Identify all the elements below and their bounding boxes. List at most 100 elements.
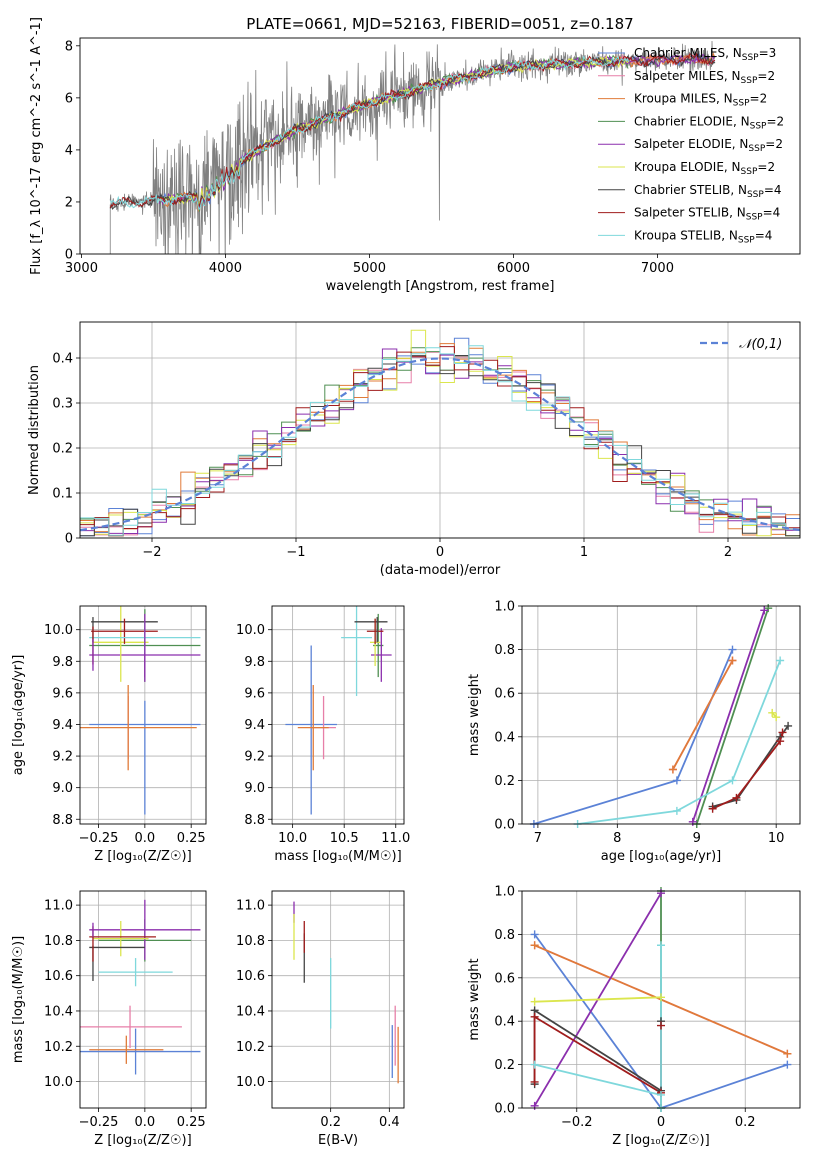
legend-count: =3 [759, 46, 777, 60]
x-tick-label: 0.0 [135, 1115, 156, 1130]
y-axis-label: age [log₁₀(age/yr)] [11, 655, 26, 776]
panel-mass-weight-vs-Z: −0.2 0 0.2 0.0 0.2 0.4 0.6 0.8 1.0 Z [log₁₀(Z/Z☉)… [467, 885, 801, 1148]
x-axis-label: mass [log₁₀(M/M☉)] [274, 849, 401, 864]
weight-marker [530, 997, 539, 1006]
x-tick-label: 0.2 [320, 1115, 341, 1130]
panel-mass-vs-EBV: 0.2 0.4 10.0 10.2 10.4 10.6 10.8 11.0 E(B-V) [236, 890, 405, 1148]
weight-marker [657, 889, 665, 898]
x-tick-label: 11.0 [381, 831, 410, 846]
weight-marker [778, 728, 787, 737]
weight-marker [672, 776, 681, 785]
legend-label: Salpeter MILES, NSSP=2 [634, 69, 775, 86]
x-axis-label: wavelength [Angstrom, rest frame] [326, 279, 555, 294]
panel-residuals: −2 −1 0 1 2 0 0.1 0.2 0.3 0.4 (data-model)/error No… [27, 321, 801, 578]
y-tick-label: 0.6 [494, 687, 515, 702]
y-tick-label: 8 [65, 39, 73, 54]
y-tick-label: 10.4 [44, 1004, 73, 1019]
y-tick-label: 0 [65, 248, 73, 263]
x-tick-label: 0.4 [379, 1115, 400, 1130]
weight-line [534, 945, 662, 1108]
y-tick-label: 10.2 [44, 1040, 73, 1055]
weight-marker [760, 606, 769, 615]
weight-marker [783, 1060, 792, 1069]
weight-marker [783, 1049, 792, 1058]
y-tick-label: 0.8 [494, 643, 515, 658]
legend-count: =4 [764, 183, 782, 197]
weight-line [533, 933, 788, 1108]
legend-label: Kroupa MILES, NSSP=2 [634, 92, 767, 109]
normal-reference-curve [80, 357, 800, 532]
legend-label: 𝒩(0,1) [739, 337, 782, 352]
x-tick-label: −0.25 [79, 831, 119, 846]
legend-subscript: SSP [733, 99, 750, 109]
y-tick-label: 0.2 [52, 442, 73, 457]
spectrum-model-line [109, 52, 716, 209]
x-tick-label: 10.0 [278, 831, 307, 846]
y-tick-label: 0.8 [494, 928, 515, 943]
x-axis-label: Z [log₁₀(Z/Z☉)] [94, 1133, 191, 1148]
weight-marker [728, 656, 737, 665]
weight-marker [768, 708, 777, 717]
spectrum-model-line [109, 53, 716, 210]
weight-marker [657, 993, 665, 1002]
y-axis-label: mass weight [467, 674, 482, 756]
y-tick-label: 10.6 [236, 969, 265, 984]
weight-marker [772, 713, 781, 722]
y-tick-label: 1.0 [494, 885, 515, 900]
x-tick-label: 0.25 [177, 831, 206, 846]
y-axis-label: mass [log₁₀(M/M☉)] [11, 936, 26, 1063]
spectrum-data-line [109, 40, 716, 254]
legend-subscript: SSP [741, 167, 758, 177]
legend-subscript: SSP [747, 190, 764, 200]
x-tick-label: 5000 [353, 261, 386, 276]
y-tick-label: 8.8 [52, 813, 73, 828]
legend-label: Chabrier STELIB, NSSP=4 [634, 183, 782, 200]
weight-marker [708, 804, 717, 813]
y-tick-label: 9.8 [244, 655, 265, 670]
y-tick-label: 8.8 [244, 813, 265, 828]
x-tick-label: 0.0 [135, 831, 156, 846]
plot-area [80, 606, 206, 824]
x-tick-label: 6000 [497, 261, 530, 276]
y-tick-label: 4 [65, 143, 73, 158]
y-tick-label: 10.0 [44, 1075, 73, 1090]
weight-marker [672, 806, 681, 815]
plot-area [109, 40, 716, 254]
y-tick-label: 2 [65, 195, 73, 210]
x-axis-label: Z [log₁₀(Z/Z☉)] [94, 849, 191, 864]
y-tick-label: 10.0 [44, 623, 73, 638]
weight-marker [784, 721, 793, 730]
plot-area [80, 891, 206, 1108]
x-tick-label: −0.2 [561, 1115, 593, 1130]
weight-marker [530, 1060, 539, 1069]
y-tick-label: 6 [65, 91, 73, 106]
y-tick-label: 10.4 [236, 1004, 265, 1019]
legend-subscript: SSP [741, 76, 758, 86]
weight-marker [688, 817, 697, 826]
y-tick-label: 10.0 [236, 623, 265, 638]
panel-mass-weight-vs-age: 7 8 9 10 0.0 0.2 0.4 0.6 0.8 1.0 age [log₁₀(age/yr… [467, 600, 801, 864]
y-tick-label: 0.0 [494, 818, 515, 833]
legend-count: =2 [757, 69, 775, 83]
weight-marker [657, 941, 665, 950]
legend-label: Chabrier ELODIE, NSSP=2 [634, 114, 784, 131]
weight-line [695, 607, 770, 824]
legend-label: Salpeter STELIB, NSSP=4 [634, 206, 780, 223]
residual-histogram [80, 345, 800, 536]
y-tick-label: 9.0 [52, 781, 73, 796]
weight-marker [728, 776, 737, 785]
x-tick-label: 0.25 [177, 1115, 206, 1130]
legend-count: =2 [766, 114, 784, 128]
weight-marker [530, 1012, 539, 1021]
legend-label: Chabrier MILES, NSSP=3 [634, 46, 776, 63]
weight-marker [530, 930, 539, 939]
y-tick-label: 9.0 [244, 781, 265, 796]
y-tick-label: 10.6 [44, 969, 73, 984]
weight-line [691, 610, 766, 823]
weight-marker [776, 656, 785, 665]
panel-age-vs-mass: 10.0 10.5 11.0 8.8 9.0 9.2 9.4 9.6 9.8 10.0 mass [… [236, 605, 410, 864]
weight-marker [657, 1021, 665, 1030]
panel-mass-vs-Z: −0.25 0.0 0.25 10.0 10.2 10.4 10.6 10.8 11.0 Z [l… [11, 890, 207, 1148]
axes-frame [79, 890, 207, 1109]
